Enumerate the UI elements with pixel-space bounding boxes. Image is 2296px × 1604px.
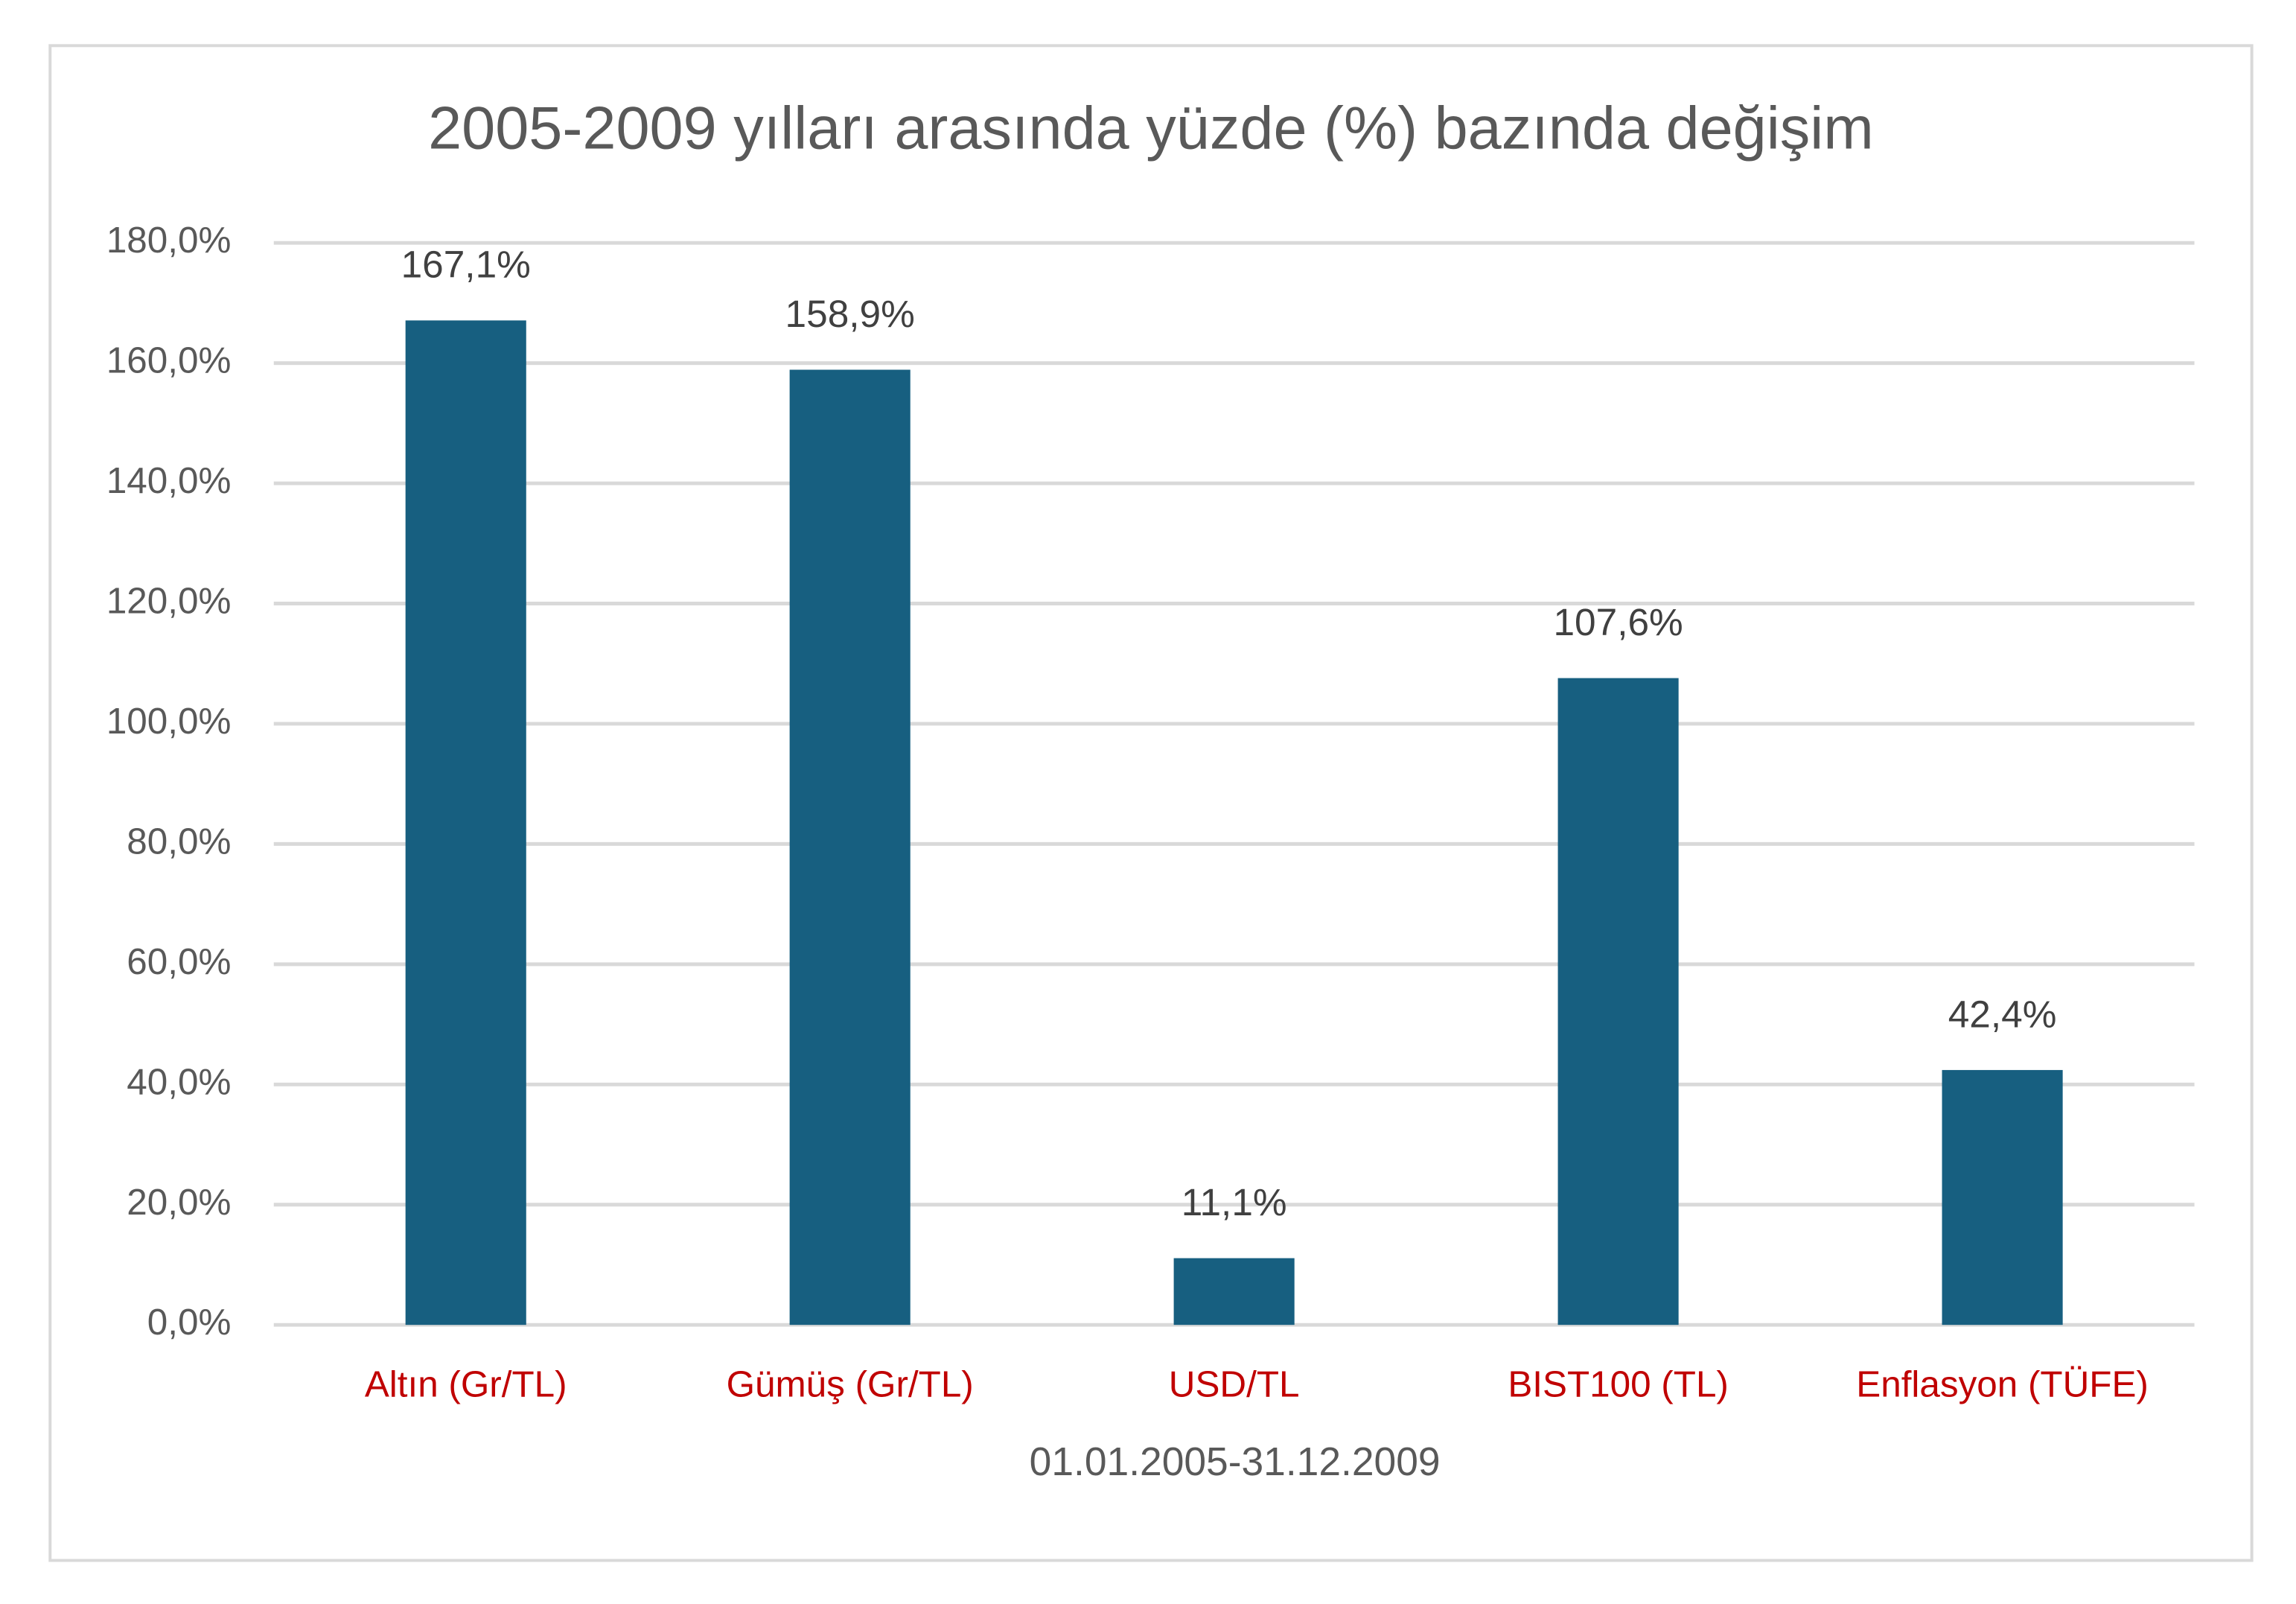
y-tick-label: 0,0%: [147, 1302, 232, 1343]
value-label: 167,1%: [401, 243, 531, 286]
y-tick-label: 40,0%: [127, 1061, 231, 1102]
value-label: 107,6%: [1553, 600, 1683, 643]
value-label: 11,1%: [1182, 1180, 1287, 1223]
value-label: 158,9%: [785, 292, 915, 335]
y-tick-label: 80,0%: [127, 821, 231, 862]
bar: [789, 369, 911, 1325]
x-tick-label: Gümüş (Gr/TL): [727, 1363, 974, 1404]
y-tick-label: 180,0%: [106, 220, 232, 261]
bar: [1173, 1258, 1295, 1325]
chart-border: [48, 44, 2254, 1562]
bar: [1942, 1069, 2063, 1325]
y-tick-label: 140,0%: [106, 460, 232, 501]
x-tick-label: USD/TL: [1169, 1363, 1300, 1404]
y-tick-label: 60,0%: [127, 941, 231, 982]
chart-title: 2005-2009 yılları arasında yüzde (%) baz…: [428, 95, 1874, 162]
x-tick-label: Enflasyon (TÜFE): [1856, 1363, 2149, 1404]
y-tick-label: 160,0%: [106, 340, 232, 381]
x-tick-label: Altın (Gr/TL): [365, 1363, 567, 1404]
x-axis-title: 01.01.2005-31.12.2009: [1030, 1440, 1441, 1484]
y-tick-label: 20,0%: [127, 1182, 231, 1223]
value-label: 42,4%: [1948, 992, 2057, 1035]
y-tick-label: 120,0%: [106, 581, 232, 622]
bar: [405, 320, 526, 1325]
x-tick-label: BIST100 (TL): [1508, 1363, 1729, 1404]
bar: [1557, 678, 1679, 1325]
y-tick-label: 100,0%: [106, 701, 232, 742]
